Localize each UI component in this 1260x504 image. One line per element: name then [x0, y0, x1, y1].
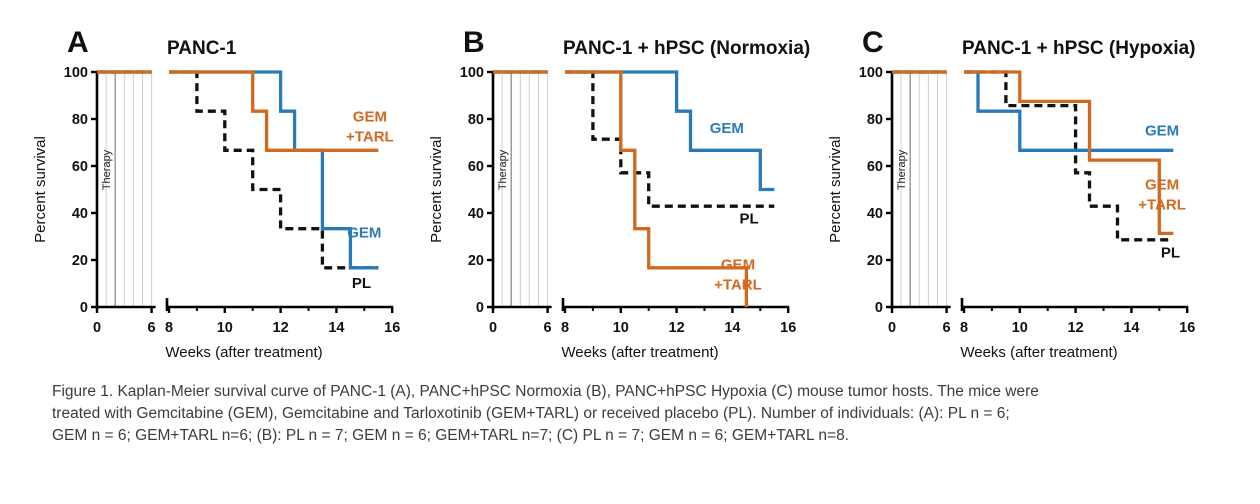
- series-pl-right: [964, 70, 1174, 242]
- series-label-line: +TARL: [714, 276, 762, 293]
- x-tick-label: 16: [780, 320, 796, 336]
- x-tick-label: 14: [328, 320, 344, 336]
- series-label-line: GEM: [347, 225, 381, 242]
- x-tick-label: 10: [217, 320, 233, 336]
- y-tick-label: 100: [64, 65, 88, 81]
- chart-panel-c: Therapy 0 20 40 60 80 100 0 6 8 10 12 14 16 Weeks (aft…: [827, 26, 1196, 361]
- y-tick-label: 40: [72, 206, 88, 222]
- y-tick-label: 20: [72, 253, 88, 269]
- x-tick-label: 0: [888, 320, 896, 336]
- x-tick-label: 16: [384, 320, 400, 336]
- series-gem-right: [565, 70, 775, 192]
- panel-title: PANC-1: [167, 38, 237, 59]
- chart-panel-a: Therapy 0 20 40 60 80 100 0 6 8 10 12 14 16 Weeks (aft…: [32, 26, 400, 361]
- series-label-line: GEM: [710, 120, 744, 137]
- y-tick-label: 80: [72, 112, 88, 128]
- panel-title: PANC-1 + hPSC (Hypoxia): [962, 38, 1196, 59]
- x-axis-title: Weeks (after treatment): [165, 344, 322, 361]
- series-label-gem: GEM: [710, 120, 744, 137]
- series-label-line: GEM: [1145, 122, 1179, 139]
- series-label-pl: PL: [740, 211, 759, 228]
- x-tick-label: 12: [273, 320, 289, 336]
- x-tick-label: 10: [1012, 320, 1028, 336]
- x-tick-label: 0: [489, 320, 497, 336]
- series-label-gem-tarl: GEM +TARL: [1138, 177, 1186, 214]
- x-tick-label: 6: [544, 320, 552, 336]
- x-tick-label: 6: [943, 320, 951, 336]
- panel-letter: B: [463, 26, 485, 59]
- x-axis-title: Weeks (after treatment): [960, 344, 1117, 361]
- x-tick-label: 12: [1068, 320, 1084, 336]
- therapy-label: Therapy: [896, 149, 908, 190]
- y-tick-label: 40: [867, 206, 883, 222]
- series-gem-tarl-right: [964, 70, 1174, 236]
- therapy-label: Therapy: [497, 149, 509, 190]
- series-label-line: GEM: [1145, 177, 1179, 194]
- y-tick-label: 60: [72, 159, 88, 175]
- series-gem-right: [964, 70, 1174, 152]
- series-label-line: +TARL: [346, 128, 394, 145]
- x-tick-label: 0: [93, 320, 101, 336]
- x-tick-label: 8: [960, 320, 968, 336]
- y-tick-label: 80: [867, 112, 883, 128]
- x-tick-label: 14: [724, 320, 740, 336]
- caption-line-3: GEM n = 6; GEM+TARL n=6; (B): PL n = 7; …: [52, 427, 849, 444]
- series-label-line: PL: [740, 211, 759, 228]
- x-axis-title: Weeks (after treatment): [561, 344, 718, 361]
- panel-letter: C: [862, 26, 884, 59]
- y-tick-label: 60: [468, 159, 484, 175]
- series-gem-tarl-right: [169, 70, 379, 152]
- panel-letter: A: [67, 26, 89, 59]
- y-tick-label: 60: [867, 159, 883, 175]
- y-axis-title: Percent survival: [32, 136, 49, 243]
- therapy-label: Therapy: [101, 149, 113, 190]
- x-tick-label: 14: [1123, 320, 1139, 336]
- series-label-line: GEM: [721, 256, 755, 273]
- y-tick-label: 80: [468, 112, 484, 128]
- series-pl-right: [169, 70, 379, 270]
- y-tick-label: 40: [468, 206, 484, 222]
- chart-panel-b: Therapy 0 20 40 60 80 100 0 6 8 10 12 14 16 Weeks (aft…: [428, 26, 810, 361]
- series-label-line: PL: [1161, 245, 1180, 262]
- y-tick-label: 100: [460, 65, 484, 81]
- x-tick-label: 16: [1179, 320, 1195, 336]
- series-gem-tarl-right: [565, 70, 749, 307]
- x-tick-label: 8: [561, 320, 569, 336]
- series-label-line: +TARL: [1138, 197, 1186, 214]
- caption-line-2: treated with Gemcitabine (GEM), Gemcitab…: [52, 405, 1010, 422]
- y-tick-label: 0: [80, 300, 88, 316]
- y-tick-label: 100: [859, 65, 883, 81]
- series-label-gem: GEM: [1145, 122, 1179, 139]
- series-pl-right: [565, 70, 775, 208]
- x-tick-label: 6: [148, 320, 156, 336]
- y-axis-title: Percent survival: [428, 136, 445, 243]
- y-tick-label: 0: [476, 300, 484, 316]
- y-tick-label: 20: [867, 253, 883, 269]
- panel-title: PANC-1 + hPSC (Normoxia): [563, 38, 810, 59]
- x-tick-label: 10: [613, 320, 629, 336]
- series-label-gem: GEM: [347, 225, 381, 242]
- figure-caption: Figure 1. Kaplan-Meier survival curve of…: [52, 381, 1242, 447]
- series-label-line: GEM: [353, 108, 387, 125]
- x-tick-label: 8: [165, 320, 173, 336]
- y-axis-title: Percent survival: [827, 136, 844, 243]
- series-label-line: PL: [352, 275, 371, 292]
- series-label-gem-tarl: GEM +TARL: [714, 256, 762, 293]
- x-tick-label: 12: [669, 320, 685, 336]
- series-label-gem-tarl: GEM +TARL: [346, 108, 394, 145]
- series-label-pl: PL: [352, 275, 371, 292]
- series-label-pl: PL: [1161, 245, 1180, 262]
- y-tick-label: 20: [468, 253, 484, 269]
- caption-line-1: Figure 1. Kaplan-Meier survival curve of…: [52, 383, 1039, 400]
- y-tick-label: 0: [875, 300, 883, 316]
